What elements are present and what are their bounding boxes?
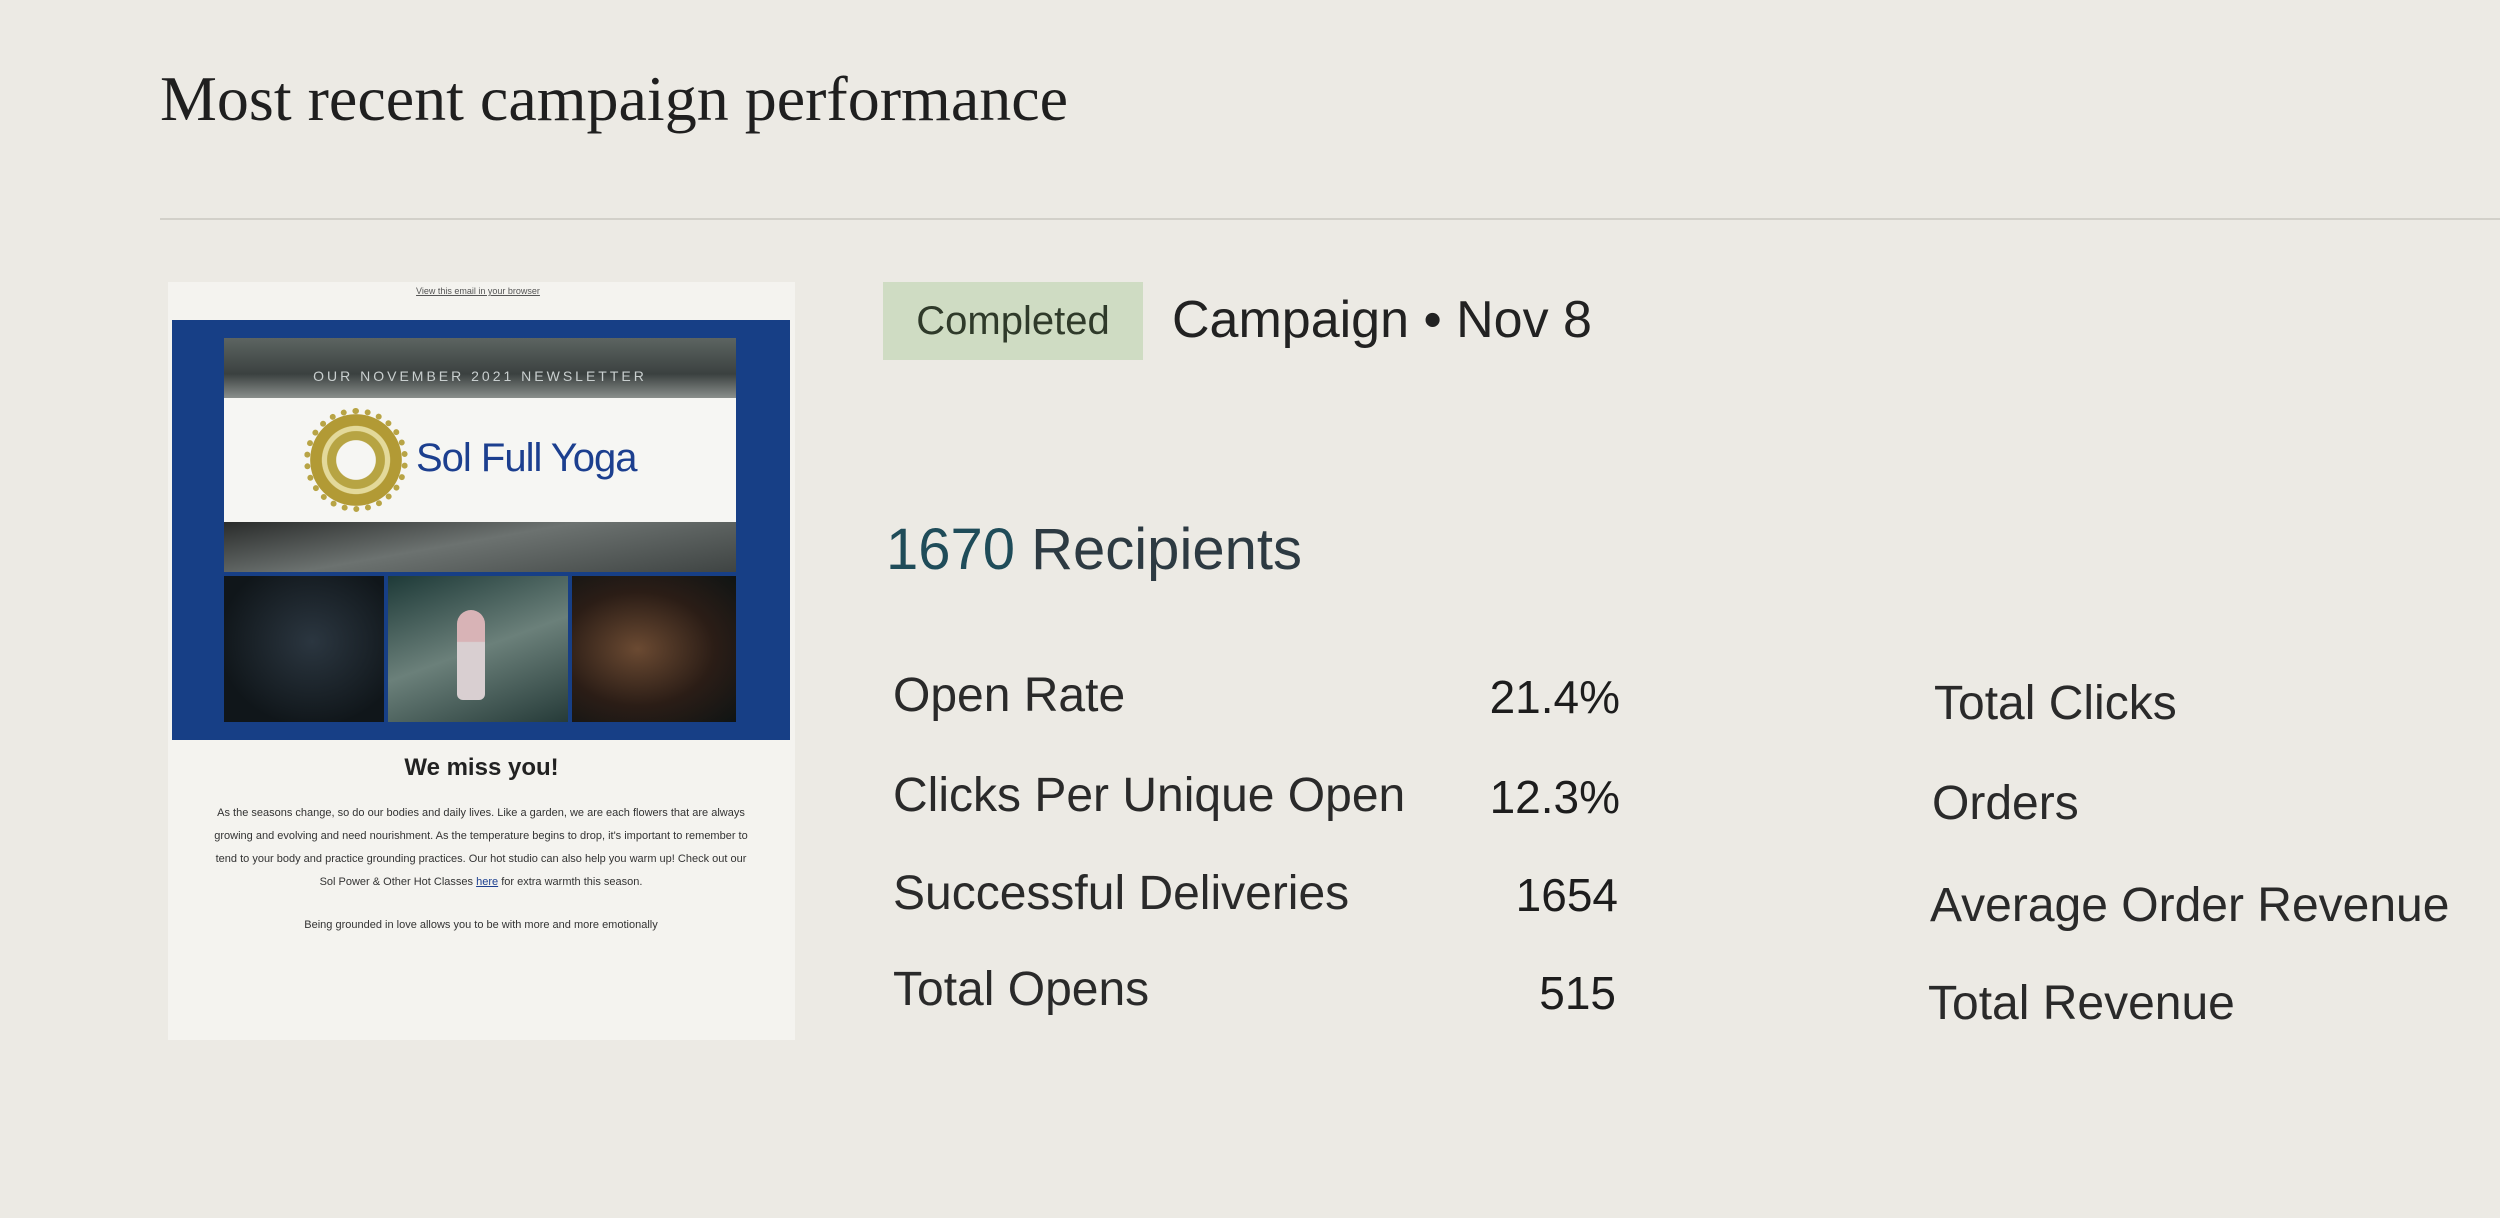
email-preview-thumbnail[interactable]: View this email in your browser OUR NOVE… xyxy=(168,282,795,1040)
page-title: Most recent campaign performance xyxy=(160,63,1069,134)
divider xyxy=(160,218,2500,220)
stat-label-total-opens: Total Opens xyxy=(893,963,1150,1016)
newsletter-label: OUR NOVEMBER 2021 NEWSLETTER xyxy=(313,368,647,384)
stat-value-open-rate: 21.4% xyxy=(1489,671,1620,723)
email-body-copy: As the seasons change, so do our bodies … xyxy=(212,802,750,1002)
newsletter-banner: OUR NOVEMBER 2021 NEWSLETTER xyxy=(224,338,736,398)
campaign-meta: Campaign • Nov 8 xyxy=(1172,291,1592,349)
email-paragraph-1: As the seasons change, so do our bodies … xyxy=(214,807,748,888)
stat-label-orders: Orders xyxy=(1932,777,2079,830)
recipients-summary: 1670 Recipients xyxy=(886,516,1302,583)
studio-photo-1 xyxy=(224,576,384,722)
email-body-link: here xyxy=(476,876,499,888)
recipients-count: 1670 xyxy=(886,517,1016,582)
stat-value-total-opens: 515 xyxy=(1539,967,1616,1019)
stat-label-successful-deliveries: Successful Deliveries xyxy=(893,867,1350,920)
stat-label-clicks-per-unique-open: Clicks Per Unique Open xyxy=(893,769,1406,822)
studio-photo-3 xyxy=(572,576,736,722)
email-heading: We miss you! xyxy=(404,754,559,781)
logo-text: Sol Full Yoga xyxy=(416,436,638,480)
view-in-browser-link: View this email in your browser xyxy=(416,286,540,296)
drape-image xyxy=(224,522,736,572)
status-badge: Completed xyxy=(883,282,1143,360)
email-paragraph-1-end: for extra warmth this season. xyxy=(501,876,643,888)
yoga-figure xyxy=(457,610,485,700)
stat-label-total-revenue: Total Revenue xyxy=(1928,977,2235,1030)
stat-label-open-rate: Open Rate xyxy=(893,669,1126,722)
logo-box: Sol Full Yoga xyxy=(224,398,736,522)
recipients-label: Recipients xyxy=(1031,517,1302,582)
email-header-frame: OUR NOVEMBER 2021 NEWSLETTER Sol Full Yo… xyxy=(172,320,790,740)
stat-label-average-order-revenue: Average Order Revenue xyxy=(1930,879,2450,932)
stat-label-total-clicks: Total Clicks xyxy=(1934,677,2177,730)
sun-logo-icon xyxy=(304,408,408,512)
stat-value-successful-deliveries: 1654 xyxy=(1515,869,1618,921)
email-paragraph-2: Being grounded in love allows you to be … xyxy=(304,919,658,931)
stat-value-clicks-per-unique-open: 12.3% xyxy=(1489,771,1620,823)
